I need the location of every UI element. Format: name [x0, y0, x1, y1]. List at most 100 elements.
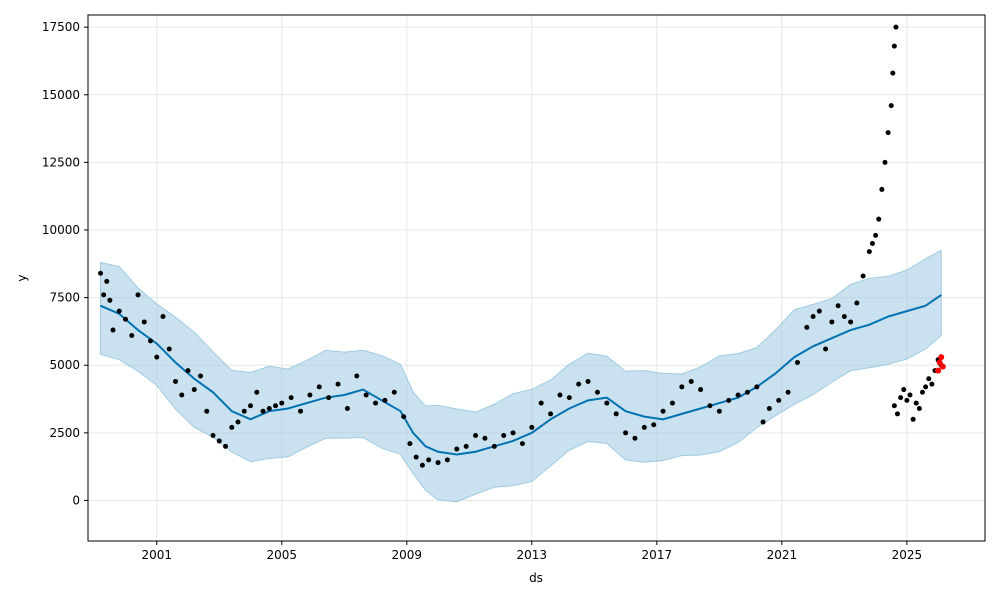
observed-point — [885, 130, 891, 136]
forecast-line — [100, 294, 942, 456]
observed-point — [135, 292, 141, 298]
y-tick-label: 10000 — [42, 223, 80, 237]
observed-point — [679, 384, 685, 390]
observed-point — [273, 403, 279, 409]
observed-point — [623, 430, 629, 436]
observed-point-recent — [907, 392, 913, 398]
observed-point — [876, 216, 882, 222]
observed-point — [463, 443, 469, 449]
observed-point — [254, 389, 260, 395]
observed-point — [776, 397, 782, 403]
x-tick-label: 2005 — [267, 548, 298, 562]
observed-point — [185, 368, 191, 374]
observed-point — [707, 403, 713, 409]
observed-point — [566, 395, 572, 401]
observed-point — [726, 397, 732, 403]
observed-point — [548, 411, 554, 417]
observed-point — [166, 346, 172, 352]
observed-point — [785, 389, 791, 395]
observed-point-recent — [891, 403, 897, 409]
observed-point — [104, 278, 110, 284]
observed-point — [326, 395, 332, 401]
observed-point — [101, 292, 107, 298]
observed-point — [216, 438, 222, 444]
observed-point — [501, 433, 507, 439]
x-tick-label: 2013 — [517, 548, 548, 562]
y-tick-label: 12500 — [42, 155, 80, 169]
y-tick-label: 7500 — [49, 291, 80, 305]
observed-point — [413, 454, 419, 460]
plot-frame — [87, 14, 986, 542]
observed-point — [869, 241, 875, 247]
observed-point — [444, 457, 450, 463]
observed-point — [538, 400, 544, 406]
observed-point — [123, 316, 129, 322]
observed-point — [241, 408, 247, 414]
observed-point — [810, 314, 816, 320]
observed-point — [760, 419, 766, 425]
observed-point — [148, 338, 154, 344]
observed-point — [557, 392, 563, 398]
observed-point — [141, 319, 147, 325]
observed-point — [154, 354, 160, 360]
observed-point — [794, 360, 800, 366]
observed-point — [688, 378, 694, 384]
observed-point-recent — [916, 405, 922, 411]
observed-point — [841, 314, 847, 320]
observed-points-layer — [98, 24, 946, 468]
observed-point — [191, 387, 197, 393]
observed-point — [391, 389, 397, 395]
observed-point — [419, 462, 425, 468]
forecast-line-layer — [100, 294, 942, 456]
observed-point — [229, 424, 235, 430]
observed-point — [107, 297, 113, 303]
observed-point — [651, 422, 657, 428]
observed-point — [744, 389, 750, 395]
x-tick-label: 2009 — [392, 548, 423, 562]
y-tick-label: 0 — [72, 493, 80, 507]
observed-point — [891, 43, 897, 49]
y-tick-label: 17500 — [42, 20, 80, 34]
observed-point — [266, 405, 272, 411]
x-tick-label: 2021 — [767, 548, 798, 562]
observed-point — [854, 300, 860, 306]
observed-point-recent — [898, 395, 904, 401]
observed-point — [110, 327, 116, 333]
red-point — [935, 367, 942, 374]
red-point — [936, 359, 943, 366]
observed-point — [641, 424, 647, 430]
observed-point — [298, 408, 304, 414]
observed-point — [210, 433, 216, 439]
observed-point — [354, 373, 360, 379]
observed-point — [248, 403, 254, 409]
observed-point-recent — [923, 384, 929, 390]
observed-point — [879, 186, 885, 192]
observed-point — [804, 324, 810, 330]
observed-point — [866, 249, 872, 255]
x-axis-label: ds — [529, 571, 543, 585]
observed-point — [510, 430, 516, 436]
observed-point — [307, 392, 313, 398]
observed-point — [754, 384, 760, 390]
observed-point — [529, 424, 535, 430]
observed-point — [344, 405, 350, 411]
observed-point — [816, 308, 822, 314]
observed-point — [401, 414, 407, 420]
observed-point — [766, 405, 772, 411]
red-point — [939, 363, 946, 370]
observed-point — [669, 400, 675, 406]
x-tick-label: 2017 — [642, 548, 673, 562]
red-point — [938, 354, 945, 361]
observed-point — [98, 270, 104, 276]
y-axis-ticks: 0 2500 5000 7500 10000 12500 15000 17500 — [42, 20, 88, 507]
observed-point — [179, 392, 185, 398]
observed-point — [893, 24, 899, 30]
observed-point — [848, 319, 854, 325]
observed-point — [288, 395, 294, 401]
uncertainty-interval-layer — [100, 249, 942, 503]
y-tick-label: 15000 — [42, 88, 80, 102]
observed-point-recent — [913, 400, 919, 406]
observed-point — [204, 408, 210, 414]
observed-point — [129, 332, 135, 338]
